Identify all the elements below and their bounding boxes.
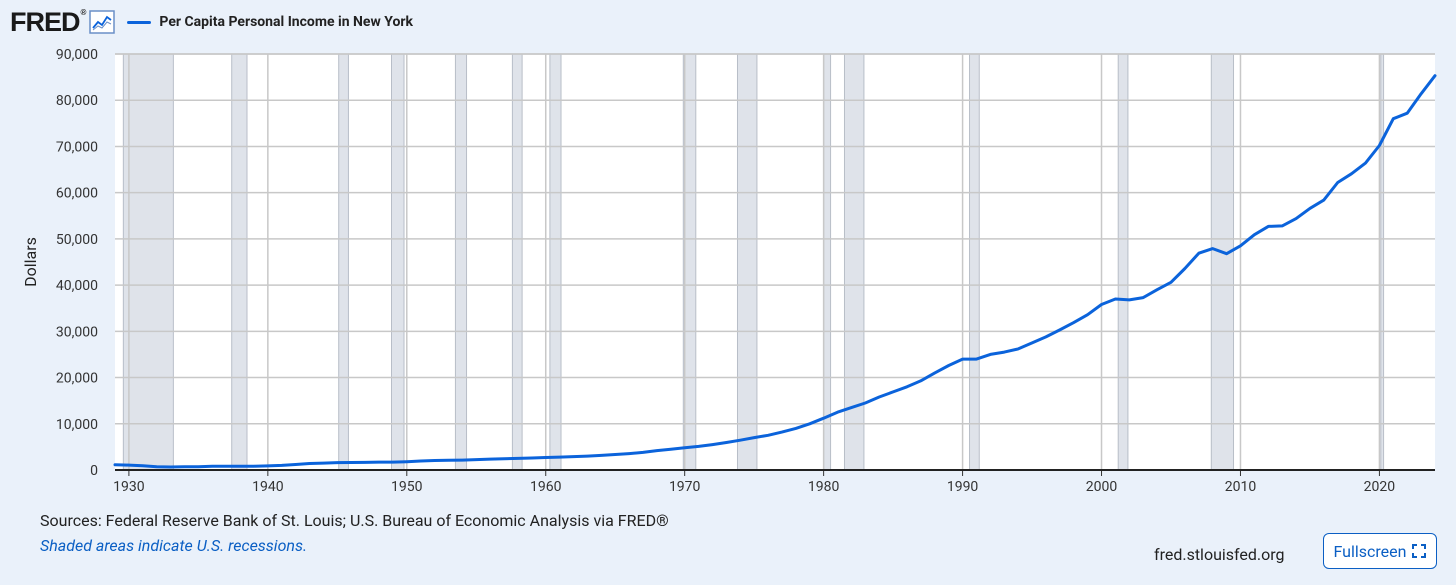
fred-logo-text: FRED: [10, 6, 80, 37]
series-line: [113, 74, 1437, 469]
recession-band: [549, 53, 562, 471]
y-tick-label: 90,000: [56, 47, 98, 63]
y-tick-label: 10,000: [56, 417, 98, 433]
y-tick-label: 60,000: [56, 186, 98, 202]
y-tick-label: 20,000: [56, 371, 98, 387]
x-axis-ticks: 1930 1940 1950 1960 1970 1980 1990 2000 2010 2020: [113, 470, 1395, 495]
line-chart: 0 10,000 20,000 30,000 40,000 50,000 60,000 70,…: [21, 47, 1437, 495]
x-tick-label: 2020: [1364, 479, 1396, 495]
x-tick-label: 1950: [391, 479, 423, 495]
x-tick-label: 1970: [669, 479, 701, 495]
fred-logo[interactable]: FRED®: [10, 6, 87, 37]
chart-header: FRED® Per Capita Personal Income in New …: [10, 6, 413, 38]
x-tick-label: 2000: [1086, 479, 1118, 495]
recession-band: [122, 53, 174, 471]
recession-band: [823, 53, 832, 471]
fullscreen-icon: [1412, 544, 1427, 558]
y-tick-label: 30,000: [56, 324, 98, 340]
y-tick-label: 40,000: [56, 278, 98, 294]
fullscreen-label: Fullscreen: [1333, 541, 1407, 561]
plot-background: [115, 54, 1435, 470]
y-tick-label: 80,000: [56, 93, 98, 109]
legend-label: Per Capita Personal Income in New York: [159, 14, 413, 30]
recession-band: [511, 53, 523, 471]
recession-band: [969, 53, 980, 471]
y-tick-label: 70,000: [56, 139, 98, 155]
recession-band: [454, 53, 468, 471]
recession-band: [1380, 53, 1385, 471]
recession-band: [231, 53, 248, 471]
recession-band: [736, 53, 758, 471]
y-tick-label: 50,000: [56, 232, 98, 248]
recession-band: [391, 53, 405, 471]
y-tick-label: 0: [90, 463, 98, 479]
x-tick-label: 1960: [530, 479, 562, 495]
legend: Per Capita Personal Income in New York: [127, 14, 413, 30]
recession-shading: [122, 53, 1385, 471]
recession-band: [338, 53, 349, 471]
legend-swatch: [127, 20, 152, 24]
recession-band: [1210, 53, 1235, 471]
x-tick-label: 1980: [808, 479, 840, 495]
fred-logo-mark: ®: [80, 7, 87, 17]
recession-band: [1117, 53, 1129, 471]
y-axis-ticks: 0 10,000 20,000 30,000 40,000 50,000 60,000 70,…: [56, 47, 98, 479]
x-tick-label: 1990: [947, 479, 979, 495]
fullscreen-button[interactable]: Fullscreen: [1323, 533, 1437, 569]
x-tick-label: 1940: [252, 479, 284, 495]
x-tick-label: 1930: [113, 479, 145, 495]
domain-link[interactable]: fred.stlouisfed.org: [1154, 545, 1285, 564]
sources-text: Sources: Federal Reserve Bank of St. Lou…: [40, 511, 669, 530]
x-tick-label: 2010: [1225, 479, 1257, 495]
y-axis-title: Dollars: [21, 237, 40, 287]
gridlines: [115, 53, 1435, 470]
recession-note: Shaded areas indicate U.S. recessions.: [40, 536, 308, 555]
graph-icon[interactable]: [89, 10, 116, 34]
